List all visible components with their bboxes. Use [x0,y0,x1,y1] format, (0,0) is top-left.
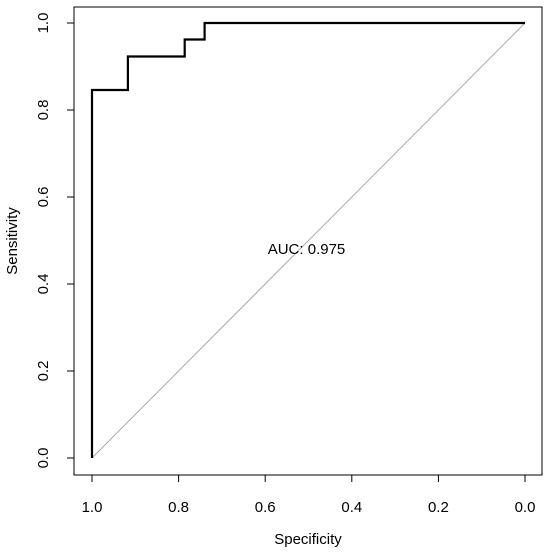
reference-diagonal [91,22,526,459]
y-tick-label: 0.4 [35,274,52,295]
y-tick-label: 0.2 [35,361,52,382]
x-tick-label: 1.0 [82,499,103,516]
auc-annotation: AUC: 0.975 [268,241,346,258]
x-tick-label: 0.6 [255,499,276,516]
x-axis: 1.0 0.8 0.6 0.4 0.2 0.0 [82,475,536,516]
y-tick-label: 1.0 [35,13,52,34]
plot-frame [73,6,543,476]
annotations: AUC: 0.975 [268,241,346,258]
x-tick-label: 0.8 [168,499,189,516]
y-tick-label: 0.8 [35,100,52,121]
y-tick-label: 0.0 [35,448,52,469]
x-tick-label: 0.0 [515,499,536,516]
x-tick-label: 0.4 [341,499,362,516]
x-axis-label: Specificity [274,531,342,548]
y-axis: 0.0 0.2 0.4 0.6 0.8 1.0 [35,13,74,469]
x-tick-label: 0.2 [428,499,449,516]
roc-curve [90,21,525,458]
y-axis-label: Sensitivity [4,207,21,275]
y-tick-label: 0.6 [35,187,52,208]
